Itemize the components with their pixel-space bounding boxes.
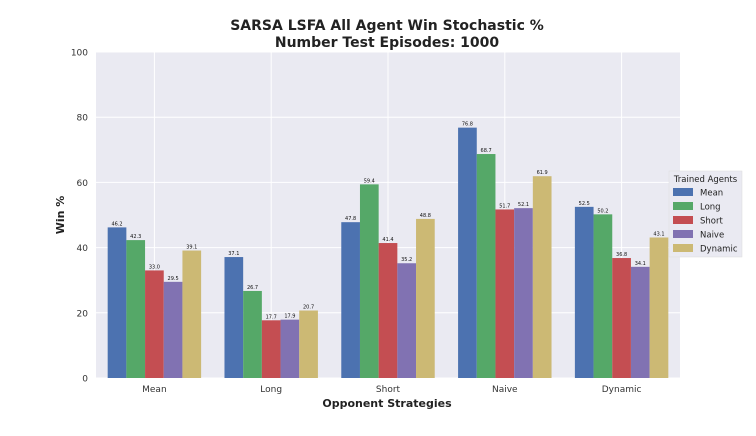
y-tick-label: 20 [77, 309, 89, 319]
bar [163, 281, 183, 378]
y-axis-label: Win % [54, 196, 67, 235]
data-label: 59.4 [364, 178, 375, 184]
bar [612, 258, 631, 378]
chart-title: SARSA LSFA All Agent Win Stochastic % [230, 18, 544, 34]
legend-swatch [673, 216, 693, 224]
data-label: 50.2 [597, 208, 608, 214]
bar [476, 154, 496, 378]
data-label: 47.8 [345, 216, 356, 222]
plot-area: 0 20 40 60 80 100 46.2 37.1 47.8 76.8 52.5 42.3 26.7… [71, 49, 680, 395]
data-label: 29.5 [168, 276, 179, 282]
legend-swatch [673, 202, 693, 210]
data-label: 48.8 [420, 213, 431, 219]
bar [630, 266, 650, 378]
data-label: 26.7 [247, 285, 258, 291]
data-label: 20.7 [303, 305, 314, 311]
bar [514, 208, 533, 378]
data-label: 68.7 [481, 148, 492, 154]
y-tick-label: 0 [82, 375, 88, 385]
x-tick-label: Mean [142, 385, 167, 395]
data-label: 43.1 [653, 231, 664, 237]
data-label: 61.9 [537, 170, 548, 176]
bar [649, 237, 669, 378]
y-tick-label: 80 [77, 114, 89, 124]
legend-label: Long [700, 203, 721, 213]
bar [593, 214, 613, 378]
bar [243, 290, 262, 378]
bar [397, 263, 417, 378]
bar [145, 270, 164, 378]
bar [378, 243, 398, 378]
bar [574, 206, 594, 378]
x-axis-label: Opponent Strategies [322, 397, 452, 410]
x-tick-label: Dynamic [602, 385, 642, 395]
data-label: 42.3 [130, 234, 141, 240]
bar [126, 240, 146, 378]
legend-label: Naive [700, 231, 724, 241]
legend-swatch [673, 244, 693, 252]
bar [416, 218, 435, 378]
x-tick-label: Short [376, 385, 401, 395]
legend-swatch [673, 188, 693, 196]
data-label: 17.9 [284, 314, 295, 320]
bar [280, 319, 300, 378]
y-tick-label: 100 [71, 49, 88, 59]
data-label: 39.1 [186, 245, 197, 251]
data-label: 33.0 [149, 264, 160, 270]
legend-label: Short [700, 217, 723, 227]
bar [458, 127, 477, 378]
legend-swatch [673, 230, 693, 238]
bar [107, 227, 127, 378]
bar [532, 176, 552, 378]
data-label: 17.7 [266, 314, 277, 320]
data-label: 51.7 [499, 203, 510, 209]
bar [299, 310, 318, 378]
bar [495, 209, 515, 378]
data-label: 36.8 [616, 252, 627, 258]
legend-title: Trained Agents [673, 175, 738, 185]
bar [261, 320, 281, 378]
x-tick-label: Naive [492, 385, 518, 395]
data-label: 46.2 [111, 221, 122, 227]
bar [359, 184, 379, 378]
bar [182, 250, 202, 378]
data-label: 52.1 [518, 202, 529, 208]
y-tick-label: 40 [77, 244, 89, 254]
bar [224, 257, 244, 378]
legend-box [668, 170, 743, 258]
data-label: 37.1 [228, 251, 239, 257]
data-label: 76.8 [462, 122, 473, 128]
bar [341, 222, 360, 378]
data-label: 41.4 [382, 237, 393, 243]
legend-label: Mean [700, 189, 723, 199]
data-label: 52.5 [579, 201, 590, 207]
data-label: 35.2 [401, 257, 412, 263]
data-label: 34.1 [635, 261, 646, 267]
legend-label: Dynamic [700, 245, 738, 255]
chart-subtitle: Number Test Episodes: 1000 [275, 35, 500, 51]
x-tick-label: Long [260, 385, 282, 395]
legend: Trained Agents Mean Long Short Naive Dynamic [668, 170, 743, 258]
y-tick-label: 60 [77, 179, 89, 189]
